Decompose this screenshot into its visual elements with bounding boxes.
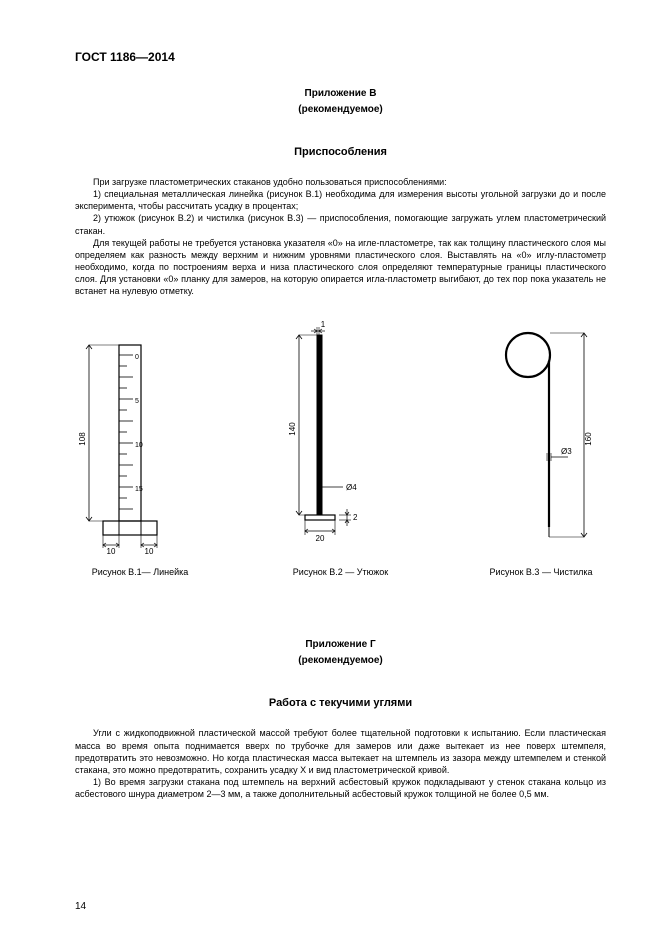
figure-b2: 1 140 Ø4 <box>271 319 411 577</box>
appendix-g-name: Приложение Г <box>305 639 375 650</box>
page-number: 14 <box>75 901 86 912</box>
dim-h: 108 <box>78 432 87 446</box>
figure-b3: 160 Ø3 Рисунок В.3 — Чистилка <box>476 327 606 577</box>
dim-base-l: 10 <box>107 547 116 556</box>
iron-svg: 1 140 Ø4 <box>271 319 411 557</box>
appendix-b-title: Приспособления <box>75 146 606 158</box>
cleaner-svg: 160 Ø3 <box>476 327 606 557</box>
fig-b3-caption: Рисунок В.3 — Чистилка <box>489 567 592 577</box>
figure-b1: 108 <box>75 339 205 577</box>
appB-p1: При загрузке пластометрических стаканов … <box>75 176 606 188</box>
dim-base-r: 10 <box>145 547 154 556</box>
fig-b2-caption: Рисунок В.2 — Утюжок <box>293 567 388 577</box>
appendix-b-label: Приложение В (рекомендуемое) <box>75 86 606 118</box>
svg-text:0: 0 <box>135 354 139 361</box>
dim-t: 2 <box>353 513 358 522</box>
svg-text:10: 10 <box>135 442 143 449</box>
ruler-svg: 108 <box>75 339 205 557</box>
svg-text:5: 5 <box>135 398 139 405</box>
doc-header: ГОСТ 1186—2014 <box>75 50 606 64</box>
appendix-b-sub: (рекомендуемое) <box>298 104 382 115</box>
fig-b1-caption: Рисунок В.1— Линейка <box>92 567 189 577</box>
dim-base: 20 <box>315 534 324 543</box>
dim-h: 140 <box>288 422 297 436</box>
dim-top: 1 <box>320 320 325 329</box>
svg-text:15: 15 <box>135 486 143 493</box>
dim-h: 160 <box>584 432 593 446</box>
appendix-g-sub: (рекомендуемое) <box>298 655 382 666</box>
appB-p2: 1) специальная металлическая линейка (ри… <box>75 188 606 212</box>
appB-p4: Для текущей работы не требуется установк… <box>75 237 606 298</box>
appG-p1: Угли с жидкоподвижной пластической массо… <box>75 727 606 776</box>
appendix-b-name: Приложение В <box>305 88 377 99</box>
appB-p3: 2) утюжок (рисунок В.2) и чистилка (рису… <box>75 212 606 236</box>
appendix-g-title: Работа с текучими углями <box>75 697 606 709</box>
appendix-g-label: Приложение Г (рекомендуемое) <box>75 637 606 669</box>
appG-p2: 1) Во время загрузки стакана под штемпел… <box>75 776 606 800</box>
dim-d: Ø3 <box>561 447 572 456</box>
figures-row: 108 <box>75 319 606 577</box>
dim-d: Ø4 <box>346 483 357 492</box>
